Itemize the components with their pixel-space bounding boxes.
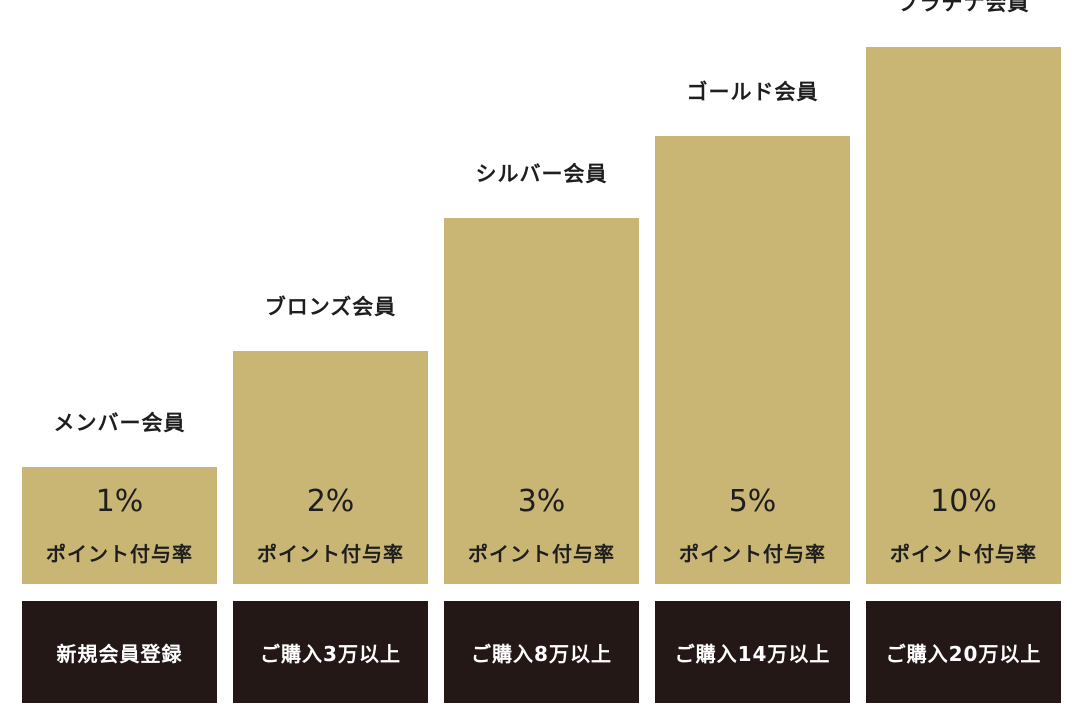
point-rate-value: 10% xyxy=(930,484,997,519)
tier-condition-box: ご購入14万以上 xyxy=(655,601,850,703)
tier-bar xyxy=(444,218,639,584)
tier-condition-box: ご購入3万以上 xyxy=(233,601,428,703)
tier-column: ブロンズ会員 2% ポイント付与率ご購入3万以上 xyxy=(233,0,428,708)
tier-condition-box: 新規会員登録 xyxy=(22,601,217,703)
tier-bar xyxy=(866,47,1061,584)
point-rate-caption: ポイント付与率 xyxy=(679,542,826,566)
tier-column: メンバー会員 1% ポイント付与率新規会員登録 xyxy=(22,0,217,708)
tier-name-label: プラチナ会員 xyxy=(897,0,1030,15)
tier-condition-box: ご購入8万以上 xyxy=(444,601,639,703)
tier-column: シルバー会員 3% ポイント付与率ご購入8万以上 xyxy=(444,0,639,708)
tier-bar xyxy=(655,136,850,584)
tier-column: ゴールド会員 5% ポイント付与率ご購入14万以上 xyxy=(655,0,850,708)
point-rate-caption: ポイント付与率 xyxy=(257,542,404,566)
tier-bar xyxy=(22,467,217,584)
point-rate-caption: ポイント付与率 xyxy=(468,542,615,566)
tier-bar xyxy=(233,351,428,584)
tier-name-label: ゴールド会員 xyxy=(686,80,819,104)
point-rate-value: 2% xyxy=(306,484,355,519)
point-rate-value: 5% xyxy=(728,484,777,519)
tier-column: プラチナ会員 10% ポイント付与率ご購入20万以上 xyxy=(866,0,1061,708)
point-rate-caption: ポイント付与率 xyxy=(46,542,193,566)
point-rate-value: 3% xyxy=(517,484,566,519)
tier-name-label: ブロンズ会員 xyxy=(264,295,397,319)
tier-condition-box: ご購入20万以上 xyxy=(866,601,1061,703)
point-rate-caption: ポイント付与率 xyxy=(890,542,1037,566)
point-rate-value: 1% xyxy=(95,484,144,519)
tier-name-label: メンバー会員 xyxy=(53,411,186,435)
tier-name-label: シルバー会員 xyxy=(475,162,608,186)
